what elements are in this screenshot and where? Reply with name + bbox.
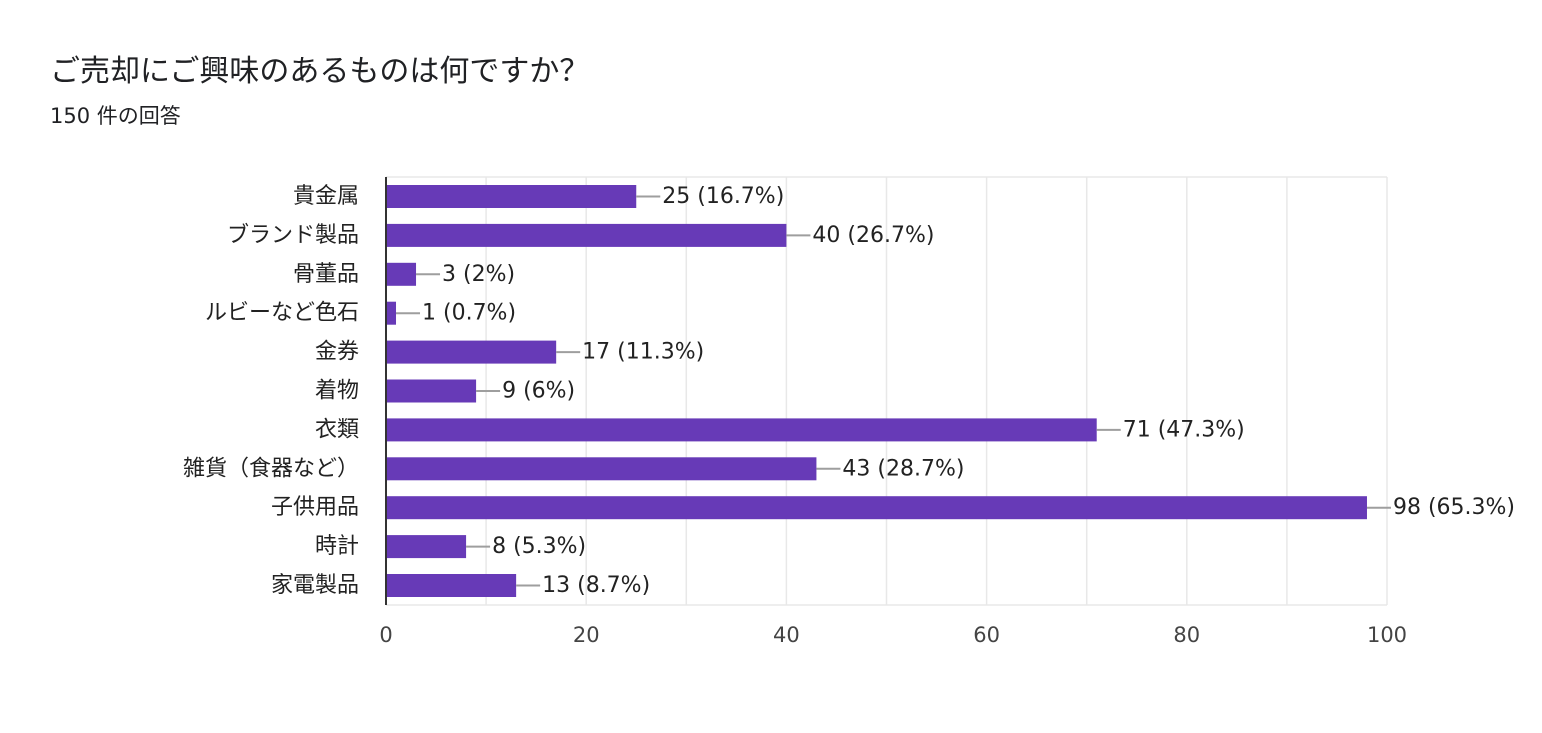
data-label: 3 (2%) — [442, 262, 515, 287]
response-count: 150 件の回答 — [50, 104, 181, 128]
bar — [386, 457, 817, 481]
category-label: 骨董品 — [293, 262, 359, 287]
bar — [386, 535, 467, 559]
x-tick-label: 60 — [973, 623, 1000, 647]
category-label: 家電製品 — [271, 573, 359, 598]
data-label: 1 (0.7%) — [422, 301, 516, 326]
category-label: ルビーなど色石 — [205, 301, 359, 326]
category-label: 子供用品 — [271, 495, 359, 520]
category-label: 金券 — [315, 340, 359, 365]
data-label: 13 (8.7%) — [542, 573, 650, 598]
category-label: 時計 — [315, 534, 359, 559]
x-tick-label: 40 — [773, 623, 800, 647]
x-tick-label: 80 — [1173, 623, 1200, 647]
data-label: 40 (26.7%) — [812, 223, 934, 248]
bar — [386, 185, 637, 208]
data-label: 25 (16.7%) — [662, 184, 784, 209]
bar — [386, 496, 1367, 520]
data-label: 43 (28.7%) — [842, 456, 964, 481]
x-tick-label: 100 — [1367, 623, 1407, 647]
data-label: 71 (47.3%) — [1123, 417, 1245, 442]
bar — [386, 574, 517, 597]
data-label: 8 (5.3%) — [492, 534, 586, 559]
category-label: ブランド製品 — [227, 223, 359, 248]
category-label: 雑貨（食器など） — [183, 456, 359, 481]
data-label: 17 (11.3%) — [582, 340, 704, 365]
x-tick-label: 0 — [379, 623, 392, 647]
category-label: 着物 — [315, 379, 359, 404]
bar — [386, 418, 1097, 442]
bar — [386, 223, 787, 247]
question-title: ご売却にご興味のあるものは何ですか？ — [50, 54, 590, 89]
grid-lines — [386, 176, 1388, 606]
bars — [386, 185, 1367, 597]
category-label: 貴金属 — [293, 184, 359, 209]
bar — [386, 379, 477, 403]
data-label: 98 (65.3%) — [1393, 495, 1515, 520]
category-label: 衣類 — [315, 417, 359, 442]
bar — [386, 340, 557, 364]
bar — [386, 262, 417, 286]
data-label: 9 (6%) — [502, 379, 575, 404]
bar — [386, 301, 397, 325]
x-tick-label: 20 — [573, 623, 600, 647]
labels: 25 (16.7%) 貴金属 40 (26.7%) ブランド製品 3 (2%) 骨董品 1 … — [183, 184, 1515, 647]
